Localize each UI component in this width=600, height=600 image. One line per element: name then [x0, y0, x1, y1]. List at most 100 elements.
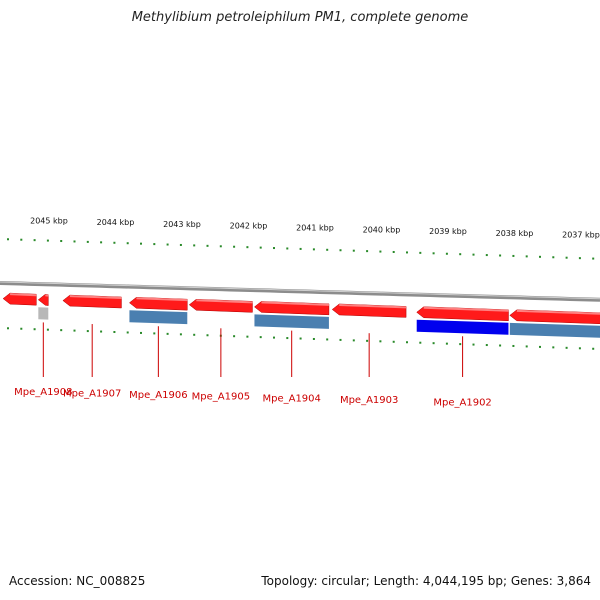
minor-tick [352, 339, 355, 342]
gene-arrow-shine [69, 295, 122, 300]
feature-box[interactable] [254, 314, 329, 329]
minor-tick [312, 248, 315, 251]
accession-text: Accession: NC_008825 [9, 574, 146, 588]
minor-tick [565, 346, 568, 349]
minor-tick [432, 252, 435, 255]
minor-tick [126, 242, 129, 245]
minor-tick [206, 334, 209, 337]
gene-arrow[interactable] [2, 292, 37, 306]
gene-label[interactable]: Mpe_A1908 [14, 387, 72, 398]
gene-arrow-shine [196, 299, 253, 304]
minor-tick [73, 329, 76, 332]
minor-tick [20, 327, 23, 330]
gene-arrow-shine [136, 297, 188, 302]
minor-tick [126, 331, 129, 334]
minor-tick [445, 342, 448, 345]
minor-tick [46, 328, 49, 331]
minor-tick [233, 245, 236, 248]
genome-title: Methylibium petroleiphilum PM1, complete… [131, 10, 469, 25]
gene-label[interactable]: Mpe_A1905 [192, 392, 250, 403]
minor-tick [20, 238, 23, 241]
minor-tick [459, 253, 462, 256]
minor-tick [552, 346, 555, 349]
feature-box[interactable] [416, 319, 509, 335]
minor-tick [273, 247, 275, 250]
minor-tick [7, 327, 9, 330]
minor-tick [273, 336, 275, 339]
backbone-line [0, 281, 600, 302]
gene-arrow[interactable] [37, 294, 49, 306]
minor-tick [578, 257, 581, 260]
minor-tick [86, 240, 89, 243]
minor-tick [592, 257, 595, 260]
minor-tick [193, 244, 196, 247]
minor-tick [219, 245, 222, 248]
minor-tick [246, 335, 249, 338]
minor-tick [406, 341, 408, 344]
minor-tick [299, 247, 302, 250]
minor-tick [286, 247, 289, 250]
minor-tick [259, 246, 262, 249]
scale-labels: 2045 kbp 2044 kbp 2043 kbp 2042 kbp 2041 kbp… [30, 216, 600, 239]
gene-label[interactable]: Mpe_A1904 [262, 393, 320, 404]
gene-arrow-shine [423, 306, 509, 312]
minor-tick [445, 252, 448, 255]
minor-tick [392, 340, 395, 343]
minor-tick [140, 331, 142, 334]
minor-tick [525, 255, 528, 258]
minor-tick [286, 337, 289, 340]
minor-tick [179, 243, 182, 246]
minor-tick [539, 345, 541, 348]
minor-tick [339, 338, 342, 341]
gene-label[interactable]: Mpe_A1907 [63, 388, 121, 399]
minor-tick [539, 255, 541, 258]
minor-tick [179, 333, 182, 336]
minor-tick [113, 331, 116, 334]
gene-label[interactable]: Mpe_A1906 [129, 390, 187, 401]
feature-box[interactable] [509, 322, 600, 338]
minor-tick [499, 344, 502, 347]
minor-tick [73, 240, 76, 243]
minor-tick [366, 339, 369, 342]
gene-arrow-shine [339, 303, 407, 309]
minor-tick [259, 336, 262, 339]
scale-label: 2039 kbp [429, 227, 467, 236]
scale-label: 2037 kbp [562, 231, 600, 240]
minor-tick [113, 241, 116, 244]
feature-box[interactable] [38, 307, 49, 320]
minor-tick [100, 241, 103, 244]
minor-tick [166, 332, 169, 335]
scale-label: 2043 kbp [163, 220, 201, 229]
minor-tick [326, 248, 329, 251]
minor-tick [193, 333, 196, 336]
gene-arrow-shine [516, 309, 600, 315]
gene-arrow-shine [10, 293, 37, 297]
minor-tick [525, 345, 528, 348]
minor-tick [7, 238, 9, 241]
feature-track [38, 307, 600, 338]
minor-tick [312, 337, 315, 340]
backbone-highlight [0, 281, 600, 300]
minor-tick [140, 242, 142, 245]
minor-tick [419, 341, 422, 344]
minor-tick [299, 337, 302, 340]
minor-tick [578, 347, 581, 350]
scale-ticks-top [7, 238, 595, 260]
gene-label[interactable]: Mpe_A1902 [433, 398, 491, 409]
minor-tick [485, 344, 488, 347]
scale-label: 2042 kbp [230, 222, 268, 231]
minor-tick [392, 250, 395, 253]
scale-label: 2045 kbp [30, 216, 68, 225]
minor-tick [339, 249, 342, 252]
gene-label[interactable]: Mpe_A1903 [340, 395, 398, 406]
minor-tick [246, 246, 249, 249]
minor-tick [153, 243, 156, 246]
minor-tick [166, 243, 169, 246]
minor-tick [366, 250, 369, 253]
minor-tick [472, 253, 475, 256]
minor-tick [512, 344, 515, 347]
minor-tick [153, 332, 156, 335]
feature-box[interactable] [129, 310, 188, 325]
